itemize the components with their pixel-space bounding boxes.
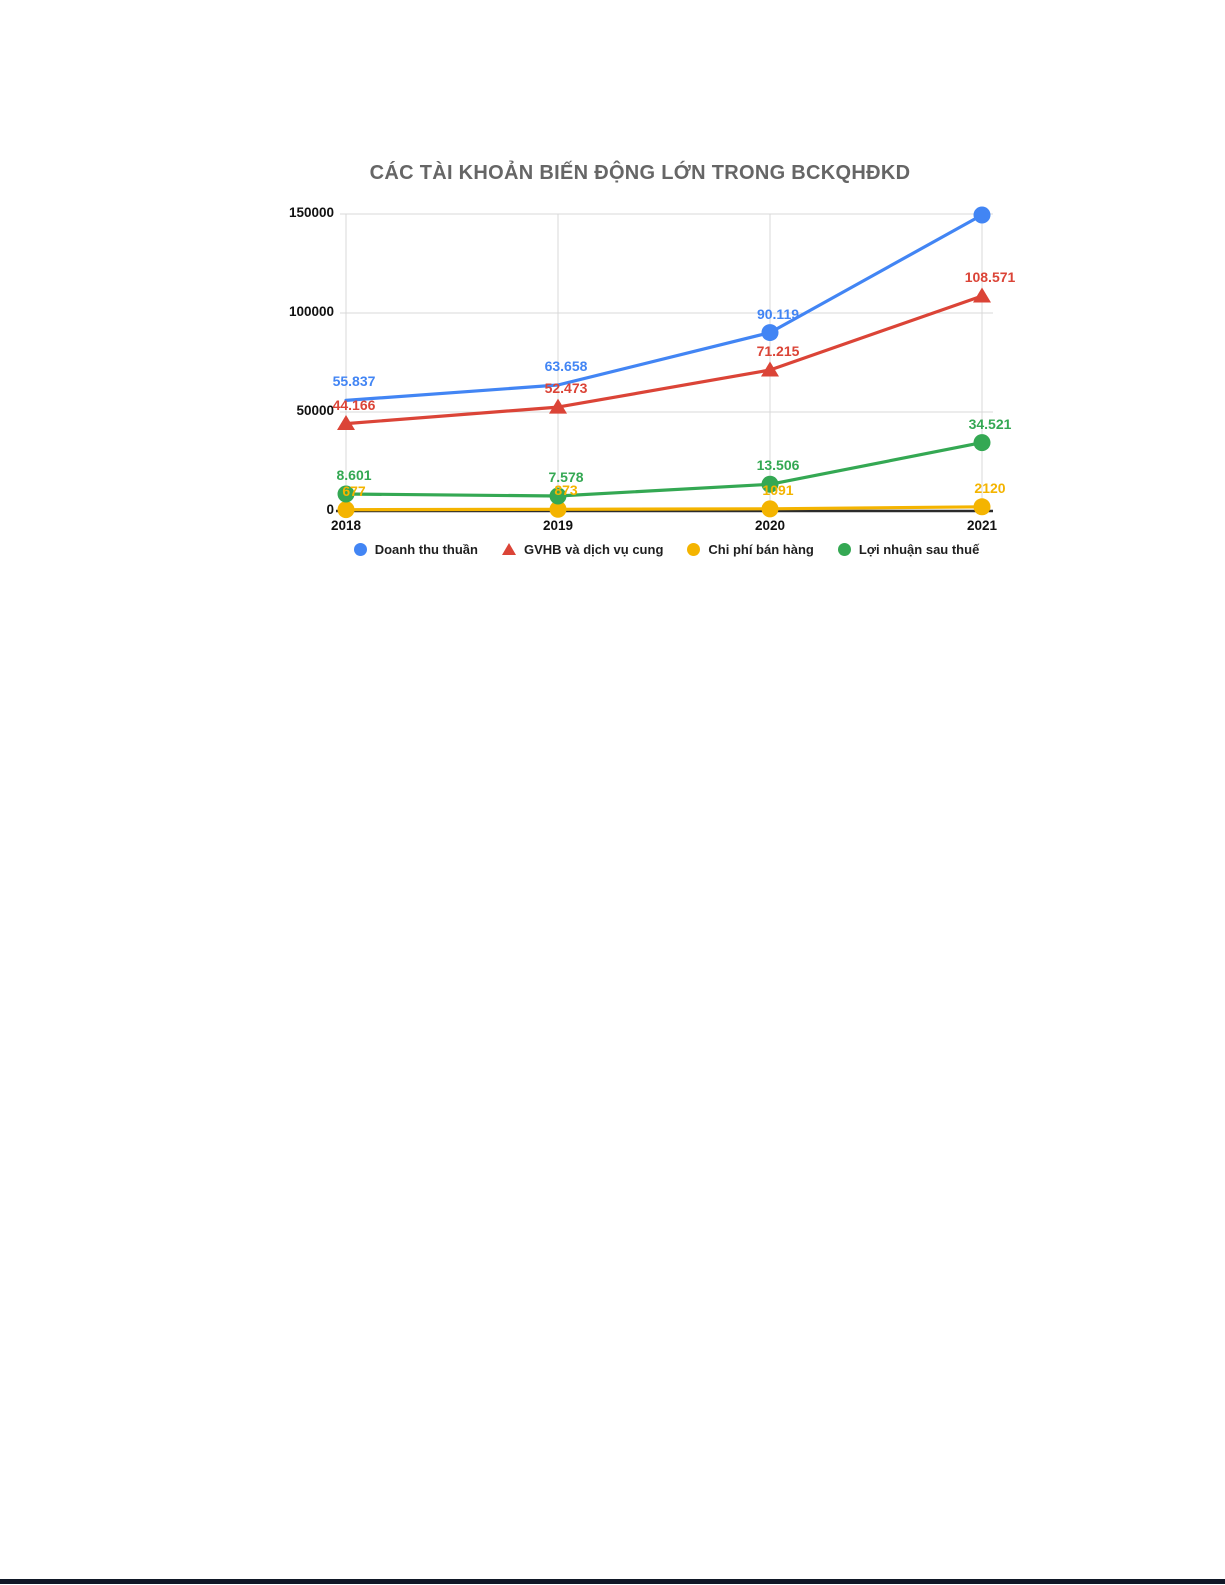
y-tick-label: 150000: [288, 205, 334, 220]
data-point-marker: [761, 324, 779, 342]
y-tick-label: 100000: [288, 304, 334, 319]
y-tick-label: 50000: [296, 403, 334, 418]
legend-item-label: GVHB và dịch vụ cung: [523, 541, 664, 557]
bottom-bar: [0, 1579, 1225, 1584]
data-point-marker: [761, 500, 779, 518]
legend-item: Doanh thu thuần: [353, 541, 478, 557]
legend-item: Lợi nhuận sau thuế: [837, 541, 980, 557]
data-point-marker: [973, 287, 991, 303]
data-point-marker: [549, 487, 567, 505]
data-point-marker: [761, 361, 779, 377]
series-line-1: [344, 294, 984, 426]
plot-svg: [336, 206, 993, 519]
data-point-marker: [973, 206, 991, 224]
legend-marker-circle: [687, 542, 701, 556]
data-point-marker: [761, 475, 779, 493]
x-tick-label: 2021: [966, 518, 998, 533]
legend: Doanh thu thuần GVHB và dịch vụ cung Chi p…: [340, 538, 993, 560]
legend-item-label: Lợi nhuận sau thuế: [858, 541, 980, 557]
data-point-marker: [549, 500, 567, 518]
data-point-marker: [549, 398, 567, 414]
legend-item: GVHB và dịch vụ cung: [501, 541, 664, 557]
data-point-marker: [337, 501, 355, 519]
series-line-3: [344, 441, 984, 498]
data-point-marker: [337, 485, 355, 503]
plot-area: 55.837 63.658 90.119 44.166 52.473 71.215 108.…: [333, 206, 1015, 519]
x-tick-label: 2018: [330, 518, 362, 533]
legend-item-label: Doanh thu thuần: [374, 541, 478, 557]
data-point-marker: [973, 498, 991, 516]
y-tick-label: 0: [326, 502, 334, 517]
legend-item-label: Chi phí bán hàng: [708, 541, 814, 557]
series-line-2: [344, 505, 984, 512]
legend-marker-triangle: [501, 543, 516, 555]
chart-title: CÁC TÀI KHOẢN BIẾN ĐỘNG LỚN TRONG BCKQHĐ…: [369, 162, 911, 184]
series-line-0: [344, 213, 984, 402]
legend-item: Chi phí bán hàng: [687, 541, 814, 557]
legend-marker-circle: [353, 542, 367, 556]
x-tick-label: 2019: [542, 518, 574, 533]
data-point-marker: [337, 415, 355, 431]
x-tick-label: 2020: [754, 518, 786, 533]
legend-marker-circle: [837, 542, 851, 556]
data-point-marker: [973, 434, 991, 452]
